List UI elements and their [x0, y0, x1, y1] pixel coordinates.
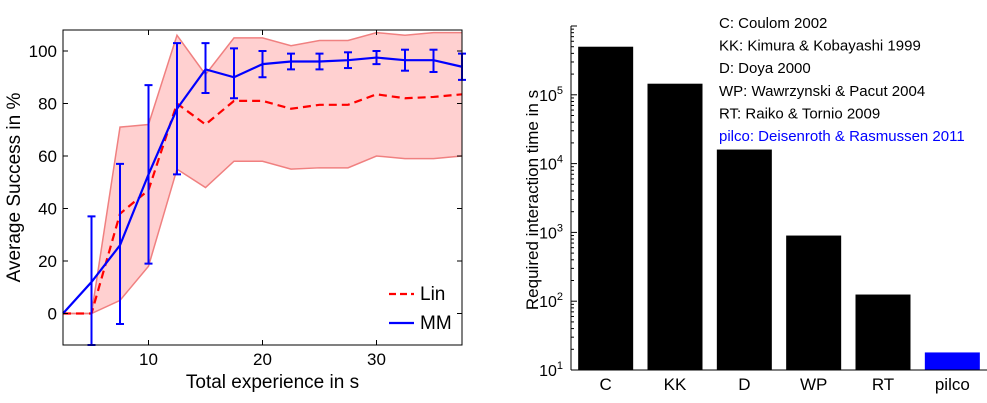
tick-base: 10 — [539, 363, 557, 380]
category-label: pilco — [935, 375, 970, 394]
y-tick-label: 60 — [38, 147, 57, 166]
tick-exponent: 2 — [557, 291, 563, 303]
y-tick-label: 104 — [539, 154, 563, 174]
category-label: WP — [800, 375, 827, 394]
legend-lin-label: Lin — [420, 284, 445, 305]
y-tick-label: 105 — [539, 85, 563, 105]
bar-C — [578, 46, 634, 370]
legend-mm-label: MM — [420, 313, 452, 334]
y-tick-label: 0 — [48, 305, 57, 324]
annotation-line: pilco: Deisenroth & Rasmussen 2011 — [719, 128, 965, 145]
bar-WP — [786, 235, 842, 370]
tick-exponent: 4 — [557, 154, 563, 166]
bar-D — [716, 149, 772, 370]
category-label: KK — [664, 375, 687, 394]
y-axis-label: Average Success in % — [4, 93, 25, 283]
y-tick-label: 80 — [38, 95, 57, 114]
annotation-line: KK: Kimura & Kobayashi 1999 — [719, 38, 921, 55]
tick-exponent: 3 — [557, 222, 563, 234]
x-tick-label: 20 — [253, 350, 272, 369]
bar-KK — [647, 83, 703, 371]
bar-RT — [855, 294, 911, 370]
tick-base: 10 — [539, 225, 557, 242]
left-line-chart: 0 20 40 60 80 100 10 20 30 Total experience in s A… — [4, 29, 466, 393]
lin-band-upper-edge — [63, 31, 462, 315]
category-label: D — [738, 375, 750, 394]
tick-base: 10 — [539, 88, 557, 105]
bar-pilco — [924, 352, 980, 370]
category-label: C — [600, 375, 612, 394]
y-tick-label: 101 — [539, 360, 563, 380]
y-tick-label: 100 — [29, 42, 57, 61]
lin-series-line — [63, 93, 463, 315]
tick-exponent: 1 — [557, 360, 563, 372]
y-tick-label: 40 — [38, 200, 57, 219]
category-label: RT — [872, 375, 894, 394]
y-tick-label: 20 — [38, 252, 57, 271]
x-tick-label: 30 — [367, 350, 386, 369]
annotation-line: RT: Raiko & Tornio 2009 — [719, 105, 880, 122]
x-axis-label: Total experience in s — [186, 372, 359, 393]
lin-band-lower-edge — [63, 155, 463, 315]
lin-confidence-band — [63, 32, 462, 314]
annotation-line: D: Doya 2000 — [719, 60, 811, 77]
tick-base: 10 — [539, 157, 557, 174]
tick-base: 10 — [539, 294, 557, 311]
y-tick-label: 103 — [539, 222, 563, 242]
annotation-line: WP: Wawrzynski & Pacut 2004 — [719, 83, 925, 100]
annotation-line: C: Coulom 2002 — [719, 15, 827, 32]
x-tick-label: 10 — [139, 350, 158, 369]
y-tick-label: 102 — [539, 291, 563, 311]
tick-exponent: 5 — [557, 85, 563, 97]
right-y-axis-label: Required interaction time in s — [523, 90, 542, 310]
